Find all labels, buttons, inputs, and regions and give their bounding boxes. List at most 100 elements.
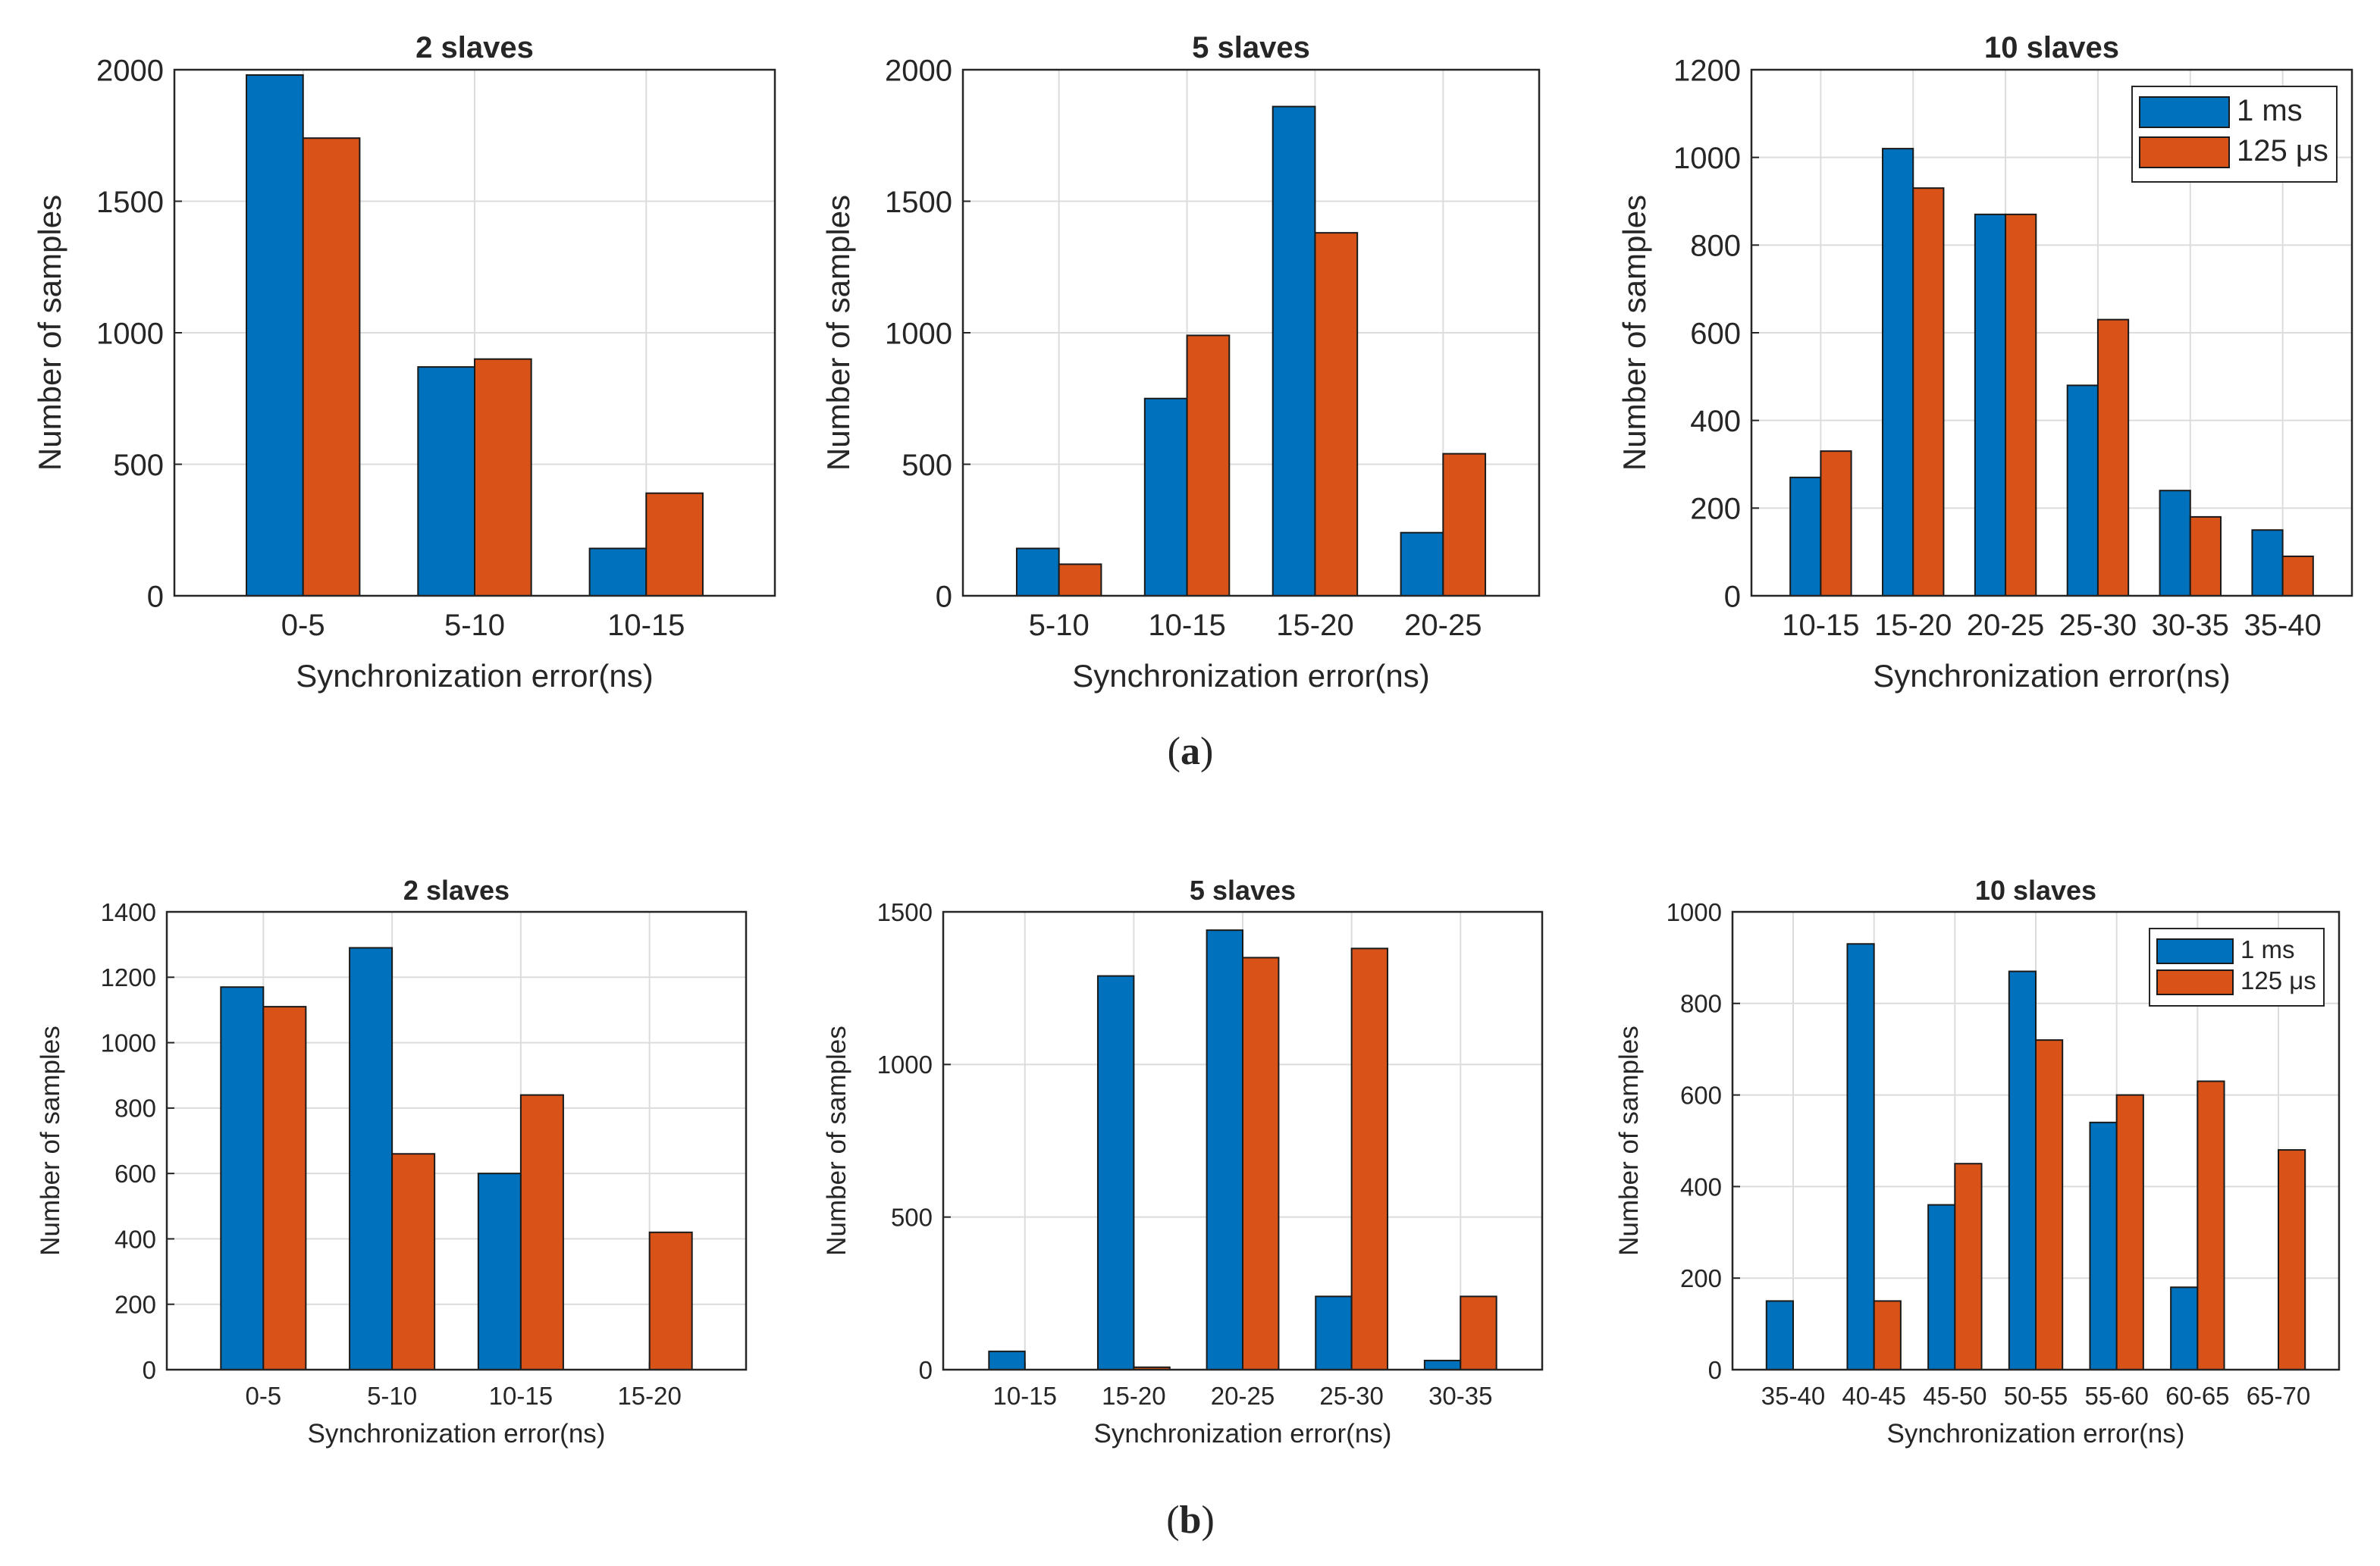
chart-title: 2 slaves xyxy=(403,875,510,906)
bar-125us xyxy=(1350,947,1389,1370)
bar-1ms xyxy=(1272,105,1316,597)
bar-1ms xyxy=(1206,929,1243,1371)
bar-1ms xyxy=(417,366,476,597)
y-tick-label: 1000 xyxy=(885,317,952,350)
x-axis-label: Synchronization error(ns) xyxy=(1887,1419,2185,1449)
y-tick-label: 2000 xyxy=(96,54,164,87)
bar-1ms xyxy=(1423,1359,1462,1371)
y-tick-label: 500 xyxy=(902,449,952,482)
x-tick-label: 65-70 xyxy=(2247,1382,2310,1410)
y-tick-label: 1500 xyxy=(96,186,164,219)
bar-125us xyxy=(519,1094,564,1370)
bar-125us xyxy=(648,1231,693,1371)
plot-frame xyxy=(1750,68,2353,597)
legend-swatch-125us xyxy=(2156,969,2234,995)
y-tick-label: 1000 xyxy=(101,1029,156,1057)
bar-125us xyxy=(2096,318,2130,597)
bar-1ms xyxy=(1315,1295,1353,1370)
chart-a-10-slaves: 0 200 400 600 800 1000 1200 10-15 15-20 20-25 25-3… xyxy=(1616,31,2353,694)
x-tick-label: 15-20 xyxy=(1874,609,1952,642)
x-tick-label: 50-55 xyxy=(2004,1382,2068,1410)
y-tick-label: 2000 xyxy=(885,54,952,87)
chart-title: 5 slaves xyxy=(1192,31,1310,64)
y-axis-label: Number of samples xyxy=(1614,1026,1644,1255)
chart-b-5-slaves: 0 500 1000 1500 10-15 15-20 20-25 25-30 30-35 5 s… xyxy=(822,875,1544,1449)
bar-125us xyxy=(1058,563,1102,597)
x-tick-label: 20-25 xyxy=(1404,609,1482,642)
x-axis-label: Synchronization error(ns) xyxy=(1873,658,2231,694)
x-tick-label: 55-60 xyxy=(2084,1382,2148,1410)
y-tick-label: 200 xyxy=(1690,493,1741,526)
bar-1ms xyxy=(1015,547,1060,597)
bar-1ms xyxy=(2008,970,2037,1370)
bar-1ms xyxy=(2089,1121,2118,1370)
bar-1ms xyxy=(1927,1204,1956,1371)
bar-125us xyxy=(1912,187,1945,597)
x-tick-label: 30-35 xyxy=(1428,1382,1492,1410)
y-tick-label: 400 xyxy=(1680,1173,1722,1201)
bar-1ms xyxy=(349,947,394,1370)
x-tick-label: 5-10 xyxy=(444,609,505,642)
bar-1ms xyxy=(1882,148,1914,597)
bar-125us xyxy=(1242,957,1280,1370)
x-tick-label: 60-65 xyxy=(2165,1382,2229,1410)
bar-125us xyxy=(302,137,361,597)
bar-125us xyxy=(1186,334,1231,597)
y-axis-label: Number of samples xyxy=(36,1026,65,1255)
x-axis-label: Synchronization error(ns) xyxy=(1094,1419,1392,1449)
bar-1ms xyxy=(1974,213,2007,597)
panel-label-b: (b) xyxy=(1166,1499,1215,1542)
chart-a-2-slaves: 0 500 1000 1500 2000 0-5 5-10 10-15 2 slaves Sync… xyxy=(32,31,776,694)
bar-1ms xyxy=(246,74,304,597)
x-tick-label: 15-20 xyxy=(617,1382,681,1410)
panel-label-a: (a) xyxy=(1168,730,1214,773)
y-tick-label: 200 xyxy=(1680,1264,1722,1292)
y-tick-label: 1500 xyxy=(877,898,933,926)
legend-swatch-1ms xyxy=(2139,96,2230,128)
plot-frame xyxy=(1731,910,2341,1371)
y-tick-label: 1000 xyxy=(1667,898,1722,926)
y-axis-label: Number of samples xyxy=(32,195,67,471)
y-tick-label: 1400 xyxy=(101,898,156,926)
x-tick-label: 5-10 xyxy=(367,1382,417,1410)
x-tick-label: 25-30 xyxy=(1319,1382,1383,1410)
plot-frame xyxy=(165,910,748,1371)
x-tick-label: 20-25 xyxy=(1211,1382,1275,1410)
y-tick-label: 1200 xyxy=(1673,54,1741,87)
y-axis-label: Number of samples xyxy=(820,195,856,471)
bar-125us xyxy=(2035,1039,2064,1370)
x-tick-label: 10-15 xyxy=(1782,609,1859,642)
bar-125us xyxy=(2278,1149,2306,1370)
y-tick-label: 1000 xyxy=(877,1051,933,1079)
plot-frame xyxy=(942,910,1544,1371)
bar-1ms xyxy=(988,1350,1026,1370)
x-tick-label: 30-35 xyxy=(2152,609,2229,642)
chart-a-5-slaves: 0 500 1000 1500 2000 5-10 10-15 15-20 20-25 5 sla… xyxy=(820,31,1541,694)
bar-1ms xyxy=(2170,1286,2199,1371)
bar-125us xyxy=(1460,1295,1497,1370)
chart-title: 10 slaves xyxy=(1984,31,2119,64)
x-tick-label: 10-15 xyxy=(489,1382,553,1410)
x-tick-label: 45-50 xyxy=(1923,1382,1986,1410)
x-tick-label: 15-20 xyxy=(1102,1382,1165,1410)
legend-label-1ms: 1 ms xyxy=(2240,935,2295,963)
y-tick-label: 0 xyxy=(1708,1356,1722,1384)
bar-125us xyxy=(1954,1163,1983,1370)
y-tick-label: 1000 xyxy=(96,317,164,350)
x-tick-label: 35-40 xyxy=(2244,609,2321,642)
bar-125us xyxy=(645,492,704,597)
y-tick-label: 600 xyxy=(1680,1081,1722,1109)
bar-1ms xyxy=(477,1173,522,1370)
x-tick-label: 25-30 xyxy=(2059,609,2137,642)
x-tick-label: 10-15 xyxy=(993,1382,1057,1410)
x-tick-label: 10-15 xyxy=(607,609,685,642)
y-tick-label: 400 xyxy=(1690,405,1741,438)
y-tick-label: 400 xyxy=(114,1225,156,1253)
bar-125us xyxy=(2005,213,2037,597)
legend: 1 ms 125 μs xyxy=(2131,86,2338,183)
legend-swatch-125us xyxy=(2139,136,2230,168)
x-tick-label: 20-25 xyxy=(1967,609,2044,642)
y-tick-label: 0 xyxy=(143,1356,156,1384)
y-tick-label: 500 xyxy=(891,1204,933,1232)
